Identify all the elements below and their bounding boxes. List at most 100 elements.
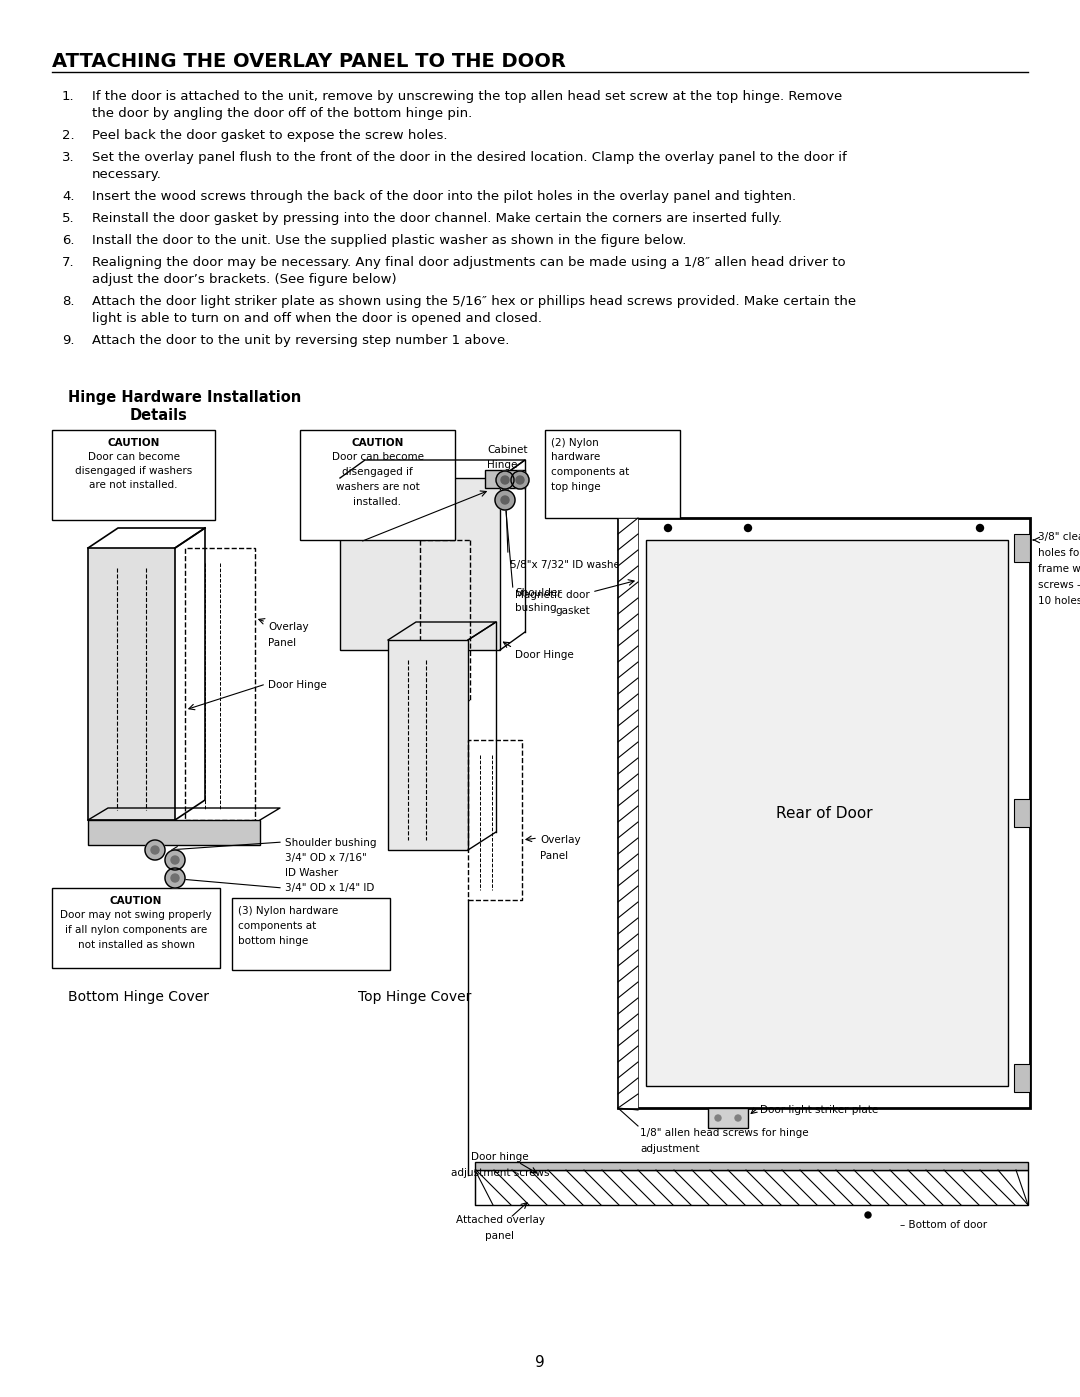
- Circle shape: [495, 490, 515, 510]
- Text: Door may not swing properly: Door may not swing properly: [60, 909, 212, 921]
- Text: are not installed.: are not installed.: [90, 481, 178, 490]
- Text: top hinge: top hinge: [551, 482, 600, 492]
- Text: Insert the wood screws through the back of the door into the pilot holes in the : Insert the wood screws through the back …: [92, 190, 796, 203]
- Text: 3/4" OD x 1/4" ID: 3/4" OD x 1/4" ID: [285, 883, 375, 893]
- Text: components at: components at: [238, 921, 316, 930]
- Circle shape: [171, 856, 179, 863]
- Text: 3.: 3.: [62, 151, 75, 163]
- Bar: [232, 898, 390, 970]
- Text: Details: Details: [130, 408, 188, 423]
- Text: adjustment screws: adjustment screws: [450, 1168, 550, 1178]
- Bar: [185, 548, 255, 820]
- Text: screws -: screws -: [1038, 580, 1080, 590]
- Text: Overlay: Overlay: [268, 622, 309, 631]
- Text: Rear of Door: Rear of Door: [775, 806, 873, 820]
- Circle shape: [664, 524, 672, 531]
- Text: installed.: installed.: [353, 497, 402, 507]
- Text: ATTACHING THE OVERLAY PANEL TO THE DOOR: ATTACHING THE OVERLAY PANEL TO THE DOOR: [52, 52, 566, 71]
- Text: 10 holes: 10 holes: [1038, 597, 1080, 606]
- Text: Shoulder bushing: Shoulder bushing: [285, 838, 377, 848]
- Bar: [388, 640, 468, 849]
- Circle shape: [501, 476, 509, 483]
- Bar: [52, 430, 215, 520]
- Text: disengaged if washers: disengaged if washers: [75, 467, 192, 476]
- Text: Attach the door to the unit by reversing step number 1 above.: Attach the door to the unit by reversing…: [92, 334, 510, 346]
- Text: CAUTION: CAUTION: [351, 439, 404, 448]
- Text: 8.: 8.: [62, 295, 75, 307]
- Text: 7.: 7.: [62, 256, 75, 270]
- Circle shape: [865, 1213, 870, 1218]
- Bar: [545, 430, 680, 518]
- Bar: [52, 888, 220, 968]
- Text: hardware: hardware: [551, 453, 600, 462]
- Text: Set the overlay panel flush to the front of the door in the desired location. Cl: Set the overlay panel flush to the front…: [92, 151, 847, 163]
- Text: Door Hinge: Door Hinge: [515, 650, 573, 659]
- Circle shape: [715, 1115, 721, 1120]
- Text: Door can become: Door can become: [87, 453, 179, 462]
- Text: Cabinet: Cabinet: [487, 446, 527, 455]
- Text: Door light striker plate: Door light striker plate: [760, 1105, 878, 1115]
- Bar: [340, 478, 500, 650]
- Text: 5/8"x 7/32" ID washer: 5/8"x 7/32" ID washer: [510, 560, 624, 570]
- Bar: [475, 1162, 1028, 1171]
- Circle shape: [501, 496, 509, 504]
- Text: If the door is attached to the unit, remove by unscrewing the top allen head set: If the door is attached to the unit, rem…: [92, 89, 842, 103]
- Text: if all nylon components are: if all nylon components are: [65, 925, 207, 935]
- Text: 9.: 9.: [62, 334, 75, 346]
- Text: 9: 9: [535, 1355, 545, 1370]
- Text: Top Hinge Cover: Top Hinge Cover: [359, 990, 472, 1004]
- Text: Hinge: Hinge: [487, 460, 517, 469]
- Text: components at: components at: [551, 467, 630, 476]
- Text: light is able to turn on and off when the door is opened and closed.: light is able to turn on and off when th…: [92, 312, 542, 326]
- Text: the door by angling the door off of the bottom hinge pin.: the door by angling the door off of the …: [92, 108, 472, 120]
- Text: washers are not: washers are not: [336, 482, 419, 492]
- Text: – Bottom of door: – Bottom of door: [900, 1220, 987, 1229]
- Text: Attach the door light striker plate as shown using the 5/16″ hex or phillips hea: Attach the door light striker plate as s…: [92, 295, 856, 307]
- Bar: [300, 430, 455, 541]
- Bar: [87, 820, 260, 845]
- Text: adjustment: adjustment: [640, 1144, 700, 1154]
- Text: (2) Nylon: (2) Nylon: [551, 439, 598, 448]
- Circle shape: [151, 847, 159, 854]
- Circle shape: [165, 868, 185, 888]
- Text: 3/8" clearance: 3/8" clearance: [1038, 532, 1080, 542]
- Bar: [1014, 534, 1030, 562]
- Text: Overlay: Overlay: [540, 835, 581, 845]
- Bar: [618, 518, 638, 1108]
- Circle shape: [511, 471, 529, 489]
- Text: CAUTION: CAUTION: [110, 895, 162, 907]
- Circle shape: [516, 476, 524, 483]
- Text: Install the door to the unit. Use the supplied plastic washer as shown in the fi: Install the door to the unit. Use the su…: [92, 235, 687, 247]
- Text: Attached overlay: Attached overlay: [456, 1215, 544, 1225]
- Text: 4.: 4.: [62, 190, 75, 203]
- Text: 6.: 6.: [62, 235, 75, 247]
- Circle shape: [145, 840, 165, 861]
- Text: ID Washer: ID Washer: [285, 868, 338, 877]
- Text: gasket: gasket: [555, 606, 590, 616]
- Circle shape: [165, 849, 185, 870]
- Circle shape: [744, 524, 752, 531]
- Bar: [646, 541, 1008, 1085]
- Text: Panel: Panel: [540, 851, 568, 861]
- Circle shape: [171, 875, 179, 882]
- Text: Bottom Hinge Cover: Bottom Hinge Cover: [67, 990, 208, 1004]
- Text: disengaged if: disengaged if: [342, 467, 413, 476]
- Text: frame wood: frame wood: [1038, 564, 1080, 574]
- Bar: [485, 469, 525, 488]
- Text: Hinge Hardware Installation: Hinge Hardware Installation: [68, 390, 301, 405]
- Text: holes for: holes for: [1038, 548, 1080, 557]
- Text: Washer: Washer: [285, 898, 324, 908]
- Bar: [468, 740, 522, 900]
- Text: Panel: Panel: [268, 638, 296, 648]
- Text: Reinstall the door gasket by pressing into the door channel. Make certain the co: Reinstall the door gasket by pressing in…: [92, 212, 782, 225]
- Circle shape: [735, 1115, 741, 1120]
- Circle shape: [976, 524, 984, 531]
- Text: necessary.: necessary.: [92, 168, 162, 182]
- Text: panel: panel: [486, 1231, 514, 1241]
- Bar: [618, 518, 1030, 1108]
- Text: Realigning the door may be necessary. Any final door adjustments can be made usi: Realigning the door may be necessary. An…: [92, 256, 846, 270]
- Text: Magnetic door: Magnetic door: [515, 590, 590, 599]
- Bar: [1014, 1065, 1030, 1092]
- Circle shape: [496, 471, 514, 489]
- Bar: [87, 548, 175, 820]
